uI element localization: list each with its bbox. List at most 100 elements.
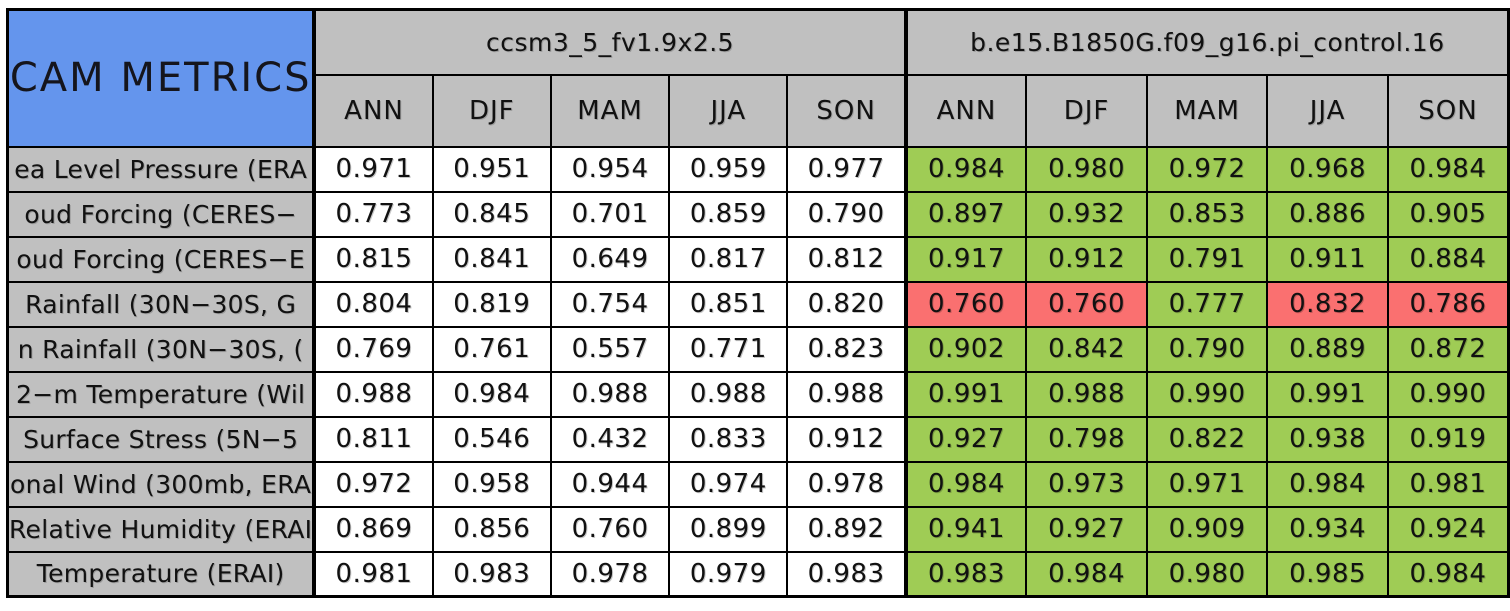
- table-row: Rainfall (30N−30S, G 0.804 0.819 0.754 0…: [6, 280, 1510, 328]
- model1-value-cell: 0.978: [786, 460, 907, 508]
- model1-value-cell: 0.974: [668, 460, 789, 508]
- model1-value-cell: 0.819: [431, 280, 552, 328]
- model2-value-cell: 0.980: [1145, 550, 1269, 598]
- model1-value-cell: 0.856: [431, 505, 552, 553]
- model2-value-cell: 0.991: [903, 370, 1028, 418]
- season-header-mam: MAM: [1145, 73, 1269, 148]
- model1-value-cell: 0.820: [786, 280, 907, 328]
- model2-value-cell: 0.932: [1025, 190, 1148, 238]
- model1-value-cell: 0.869: [313, 505, 434, 553]
- season-header-mam: MAM: [549, 73, 671, 148]
- model2-value-cell: 0.791: [1145, 235, 1269, 283]
- metric-label: 2−m Temperature (Wil: [6, 370, 317, 418]
- model1-value-cell: 0.771: [668, 325, 789, 373]
- model1-value-cell: 0.817: [668, 235, 789, 283]
- model2-value-cell: 0.990: [1386, 370, 1510, 418]
- model1-value-cell: 0.954: [549, 145, 671, 193]
- model2-value-cell: 0.853: [1145, 190, 1269, 238]
- model-header-row: CAM METRICS ccsm3_5_fv1.9x2.5 b.e15.B185…: [6, 8, 1510, 148]
- model1-value-cell: 0.981: [313, 550, 434, 598]
- model1-value-cell: 0.546: [431, 415, 552, 463]
- season-header-djf: DJF: [431, 73, 552, 148]
- model2-value-cell: 0.822: [1145, 415, 1269, 463]
- model2-value-cell: 0.786: [1386, 280, 1510, 328]
- model1-value-cell: 0.790: [786, 190, 907, 238]
- model1-value-cell: 0.988: [668, 370, 789, 418]
- model2-value-cell: 0.941: [903, 505, 1028, 553]
- model2-value-cell: 0.927: [903, 415, 1028, 463]
- model1-name-header: ccsm3_5_fv1.9x2.5: [313, 8, 907, 76]
- table-body: ea Level Pressure (ERA 0.971 0.951 0.954…: [6, 145, 1510, 598]
- model1-value-cell: 0.984: [431, 370, 552, 418]
- model2-value-cell: 0.934: [1266, 505, 1389, 553]
- season-header-ann: ANN: [313, 73, 434, 148]
- model2-value-cell: 0.973: [1025, 460, 1148, 508]
- table-row: Temperature (ERAI) 0.981 0.983 0.978 0.9…: [6, 550, 1510, 598]
- table-row: 2−m Temperature (Wil 0.988 0.984 0.988 0…: [6, 370, 1510, 418]
- model1-value-cell: 0.432: [549, 415, 671, 463]
- metric-label: Rainfall (30N−30S, G: [6, 280, 317, 328]
- metric-label: Relative Humidity (ERAI: [6, 505, 317, 553]
- model1-value-cell: 0.841: [431, 235, 552, 283]
- season-header-djf: DJF: [1025, 73, 1148, 148]
- metric-label: oud Forcing (CERES−: [6, 190, 317, 238]
- model2-value-cell: 0.985: [1266, 550, 1389, 598]
- model2-value-cell: 0.760: [1025, 280, 1148, 328]
- model2-value-cell: 0.897: [903, 190, 1028, 238]
- model2-value-cell: 0.842: [1025, 325, 1148, 373]
- table-row: onal Wind (300mb, ERA 0.972 0.958 0.944 …: [6, 460, 1510, 508]
- model1-value-cell: 0.845: [431, 190, 552, 238]
- model2-value-cell: 0.760: [903, 280, 1028, 328]
- model1-value-cell: 0.760: [549, 505, 671, 553]
- model1-value-cell: 0.649: [549, 235, 671, 283]
- season-header-jja: JJA: [668, 73, 789, 148]
- table-title: CAM METRICS: [6, 8, 317, 148]
- model1-value-cell: 0.815: [313, 235, 434, 283]
- model1-value-cell: 0.701: [549, 190, 671, 238]
- model2-value-cell: 0.905: [1386, 190, 1510, 238]
- model1-value-cell: 0.988: [549, 370, 671, 418]
- model1-value-cell: 0.754: [549, 280, 671, 328]
- season-header-row: ANN DJF MAM JJA SON ANN DJF MAM JJA SON: [8, 73, 1510, 148]
- model2-value-cell: 0.972: [1145, 145, 1269, 193]
- model1-value-cell: 0.988: [313, 370, 434, 418]
- cam-metrics-table: CAM METRICS ccsm3_5_fv1.9x2.5 b.e15.B185…: [6, 8, 1510, 598]
- metric-label: Surface Stress (5N−5: [6, 415, 317, 463]
- model1-value-cell: 0.859: [668, 190, 789, 238]
- model1-value-cell: 0.812: [786, 235, 907, 283]
- model1-value-cell: 0.959: [668, 145, 789, 193]
- model1-value-cell: 0.951: [431, 145, 552, 193]
- model1-value-cell: 0.983: [431, 550, 552, 598]
- model1-value-cell: 0.804: [313, 280, 434, 328]
- model2-value-cell: 0.884: [1386, 235, 1510, 283]
- model2-value-cell: 0.988: [1025, 370, 1148, 418]
- model1-value-cell: 0.983: [786, 550, 907, 598]
- model1-value-cell: 0.988: [786, 370, 907, 418]
- model1-value-cell: 0.557: [549, 325, 671, 373]
- model2-value-cell: 0.984: [1386, 550, 1510, 598]
- metric-label: oud Forcing (CERES−E: [6, 235, 317, 283]
- model2-value-cell: 0.924: [1386, 505, 1510, 553]
- season-header-son: SON: [1386, 73, 1510, 148]
- model2-value-cell: 0.968: [1266, 145, 1389, 193]
- model1-value-cell: 0.979: [668, 550, 789, 598]
- table-row: ea Level Pressure (ERA 0.971 0.951 0.954…: [6, 145, 1510, 193]
- model2-value-cell: 0.902: [903, 325, 1028, 373]
- model1-value-cell: 0.912: [786, 415, 907, 463]
- model2-value-cell: 0.886: [1266, 190, 1389, 238]
- model2-value-cell: 0.991: [1266, 370, 1389, 418]
- table-row: Relative Humidity (ERAI 0.869 0.856 0.76…: [6, 505, 1510, 553]
- model1-value-cell: 0.833: [668, 415, 789, 463]
- model1-value-cell: 0.972: [313, 460, 434, 508]
- model2-value-cell: 0.889: [1266, 325, 1389, 373]
- model2-value-cell: 0.790: [1145, 325, 1269, 373]
- metric-label: onal Wind (300mb, ERA: [6, 460, 317, 508]
- season-header-jja: JJA: [1266, 73, 1389, 148]
- season-header-son: SON: [786, 73, 907, 148]
- model2-value-cell: 0.909: [1145, 505, 1269, 553]
- model1-value-cell: 0.899: [668, 505, 789, 553]
- metric-label: n Rainfall (30N−30S, (: [6, 325, 317, 373]
- model1-value-cell: 0.892: [786, 505, 907, 553]
- model2-value-cell: 0.911: [1266, 235, 1389, 283]
